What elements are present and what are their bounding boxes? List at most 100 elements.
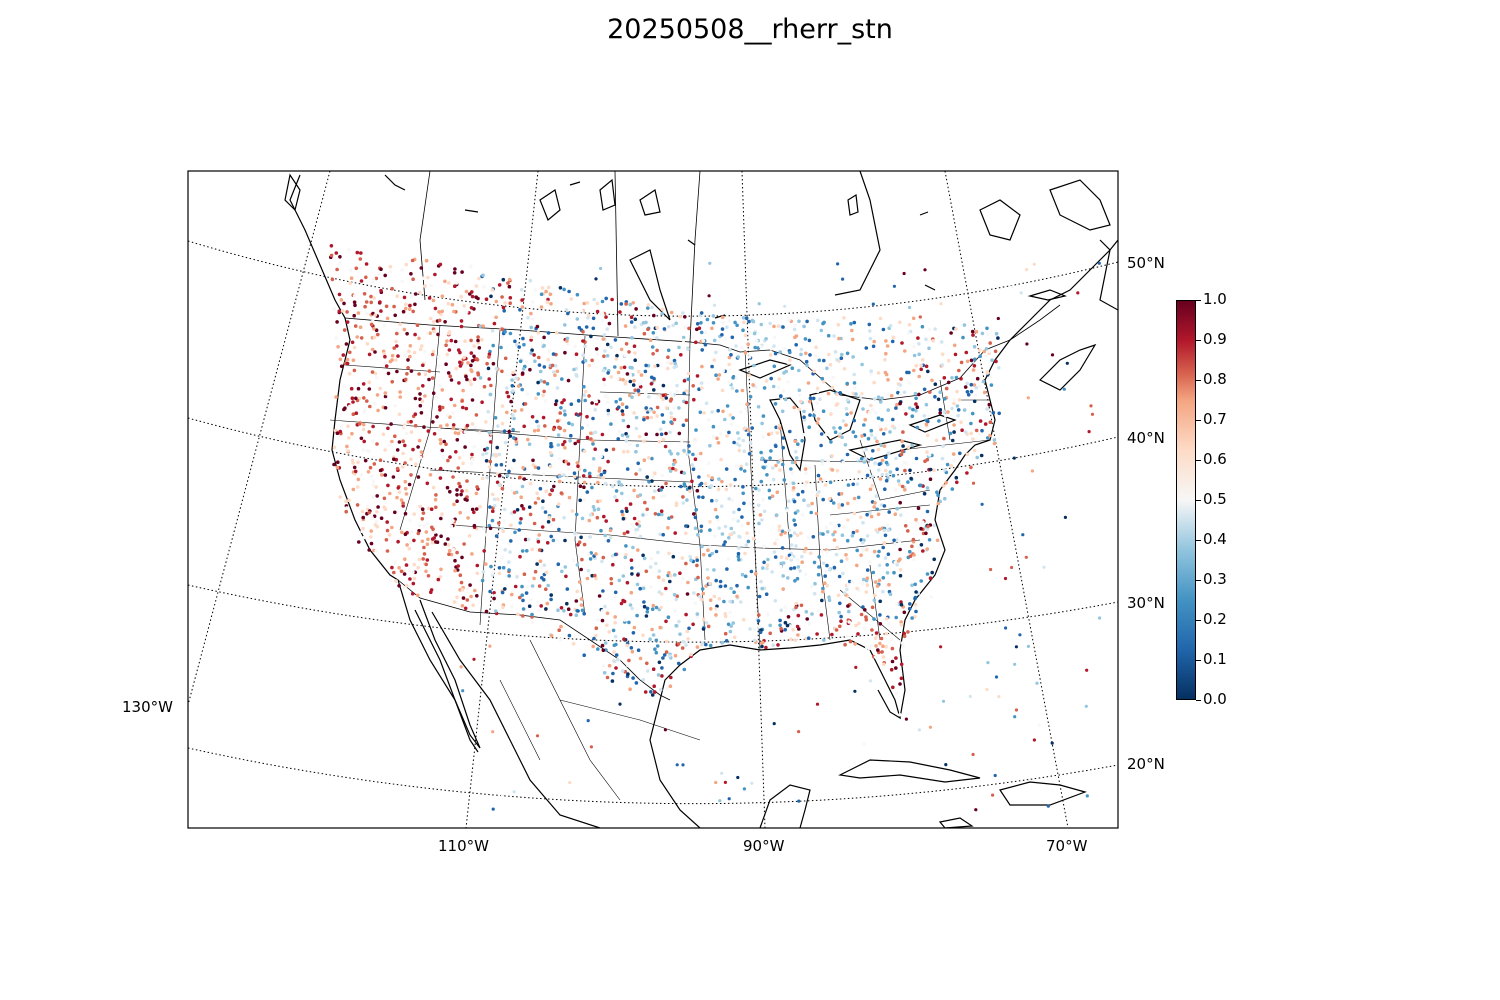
station-point <box>919 543 924 547</box>
station-point <box>924 531 928 536</box>
station-point <box>567 467 571 471</box>
station-point <box>606 371 610 375</box>
station-point <box>580 557 584 562</box>
station-point <box>446 332 451 336</box>
station-point <box>898 401 902 406</box>
station-point <box>494 534 499 538</box>
station-point <box>378 300 382 304</box>
station-point <box>488 505 492 509</box>
station-point <box>969 389 974 394</box>
station-point <box>750 781 754 785</box>
station-point <box>1089 404 1093 408</box>
station-point <box>829 412 833 416</box>
station-point <box>423 349 427 354</box>
station-point <box>330 277 335 282</box>
station-point <box>815 386 820 391</box>
station-point <box>420 507 425 512</box>
station-point <box>935 538 940 543</box>
station-point <box>930 570 934 575</box>
station-point <box>949 331 953 335</box>
station-point <box>635 443 640 448</box>
station-point <box>792 531 797 535</box>
station-point <box>450 566 454 570</box>
station-point <box>519 517 523 521</box>
station-point <box>943 413 948 418</box>
station-point <box>776 643 780 647</box>
station-point <box>738 535 742 539</box>
station-point <box>876 395 881 400</box>
station-point <box>745 402 749 407</box>
station-point <box>871 344 876 349</box>
lat-label-30: 30°N <box>1127 594 1165 612</box>
station-point <box>657 569 662 573</box>
station-point <box>668 430 672 435</box>
station-point <box>861 605 865 609</box>
station-point <box>506 394 511 399</box>
station-point <box>563 323 567 327</box>
station-point <box>484 609 489 614</box>
station-point <box>512 491 517 495</box>
station-point <box>359 279 364 283</box>
station-point <box>871 449 875 453</box>
station-point <box>358 325 363 330</box>
station-point <box>522 424 526 429</box>
station-point <box>717 477 721 481</box>
station-point <box>1087 430 1091 434</box>
station-point <box>575 292 580 297</box>
station-point <box>886 451 891 456</box>
station-point <box>649 415 654 420</box>
station-point <box>418 455 423 460</box>
station-point <box>460 588 465 592</box>
station-point <box>627 658 631 663</box>
station-point <box>342 384 346 388</box>
station-point <box>659 432 664 437</box>
station-point <box>742 320 746 325</box>
station-point <box>471 603 476 607</box>
station-point <box>586 568 591 573</box>
colorbar-tick-label: 0.0 <box>1203 690 1227 708</box>
station-point <box>487 430 492 435</box>
station-point <box>407 349 411 354</box>
station-point <box>686 580 690 585</box>
station-point <box>499 462 504 467</box>
station-point <box>520 484 525 489</box>
station-point <box>516 612 520 616</box>
station-point <box>621 669 625 673</box>
station-point <box>356 477 361 482</box>
station-point <box>1050 741 1054 745</box>
station-point <box>723 337 727 341</box>
station-point <box>673 361 677 366</box>
station-point <box>985 436 990 440</box>
station-point <box>362 396 366 400</box>
station-point <box>560 377 564 381</box>
station-point <box>345 444 349 449</box>
station-point <box>823 574 827 578</box>
station-point <box>486 366 491 371</box>
station-point <box>594 277 598 281</box>
station-point <box>707 294 711 298</box>
station-point <box>530 547 534 552</box>
station-point <box>785 623 790 628</box>
station-point <box>421 363 425 368</box>
station-point <box>505 386 509 390</box>
station-point <box>349 276 354 281</box>
station-point <box>488 392 493 397</box>
station-point <box>601 476 605 480</box>
station-point <box>914 408 918 413</box>
station-point <box>507 429 512 434</box>
station-point <box>446 543 451 547</box>
station-point <box>925 572 930 576</box>
station-point <box>646 306 650 310</box>
station-point <box>898 500 902 505</box>
station-point <box>716 607 720 612</box>
station-point <box>614 489 619 493</box>
station-point <box>345 357 350 362</box>
station-point <box>766 612 770 617</box>
station-point <box>852 381 857 385</box>
station-point <box>985 326 989 331</box>
station-point <box>830 454 834 458</box>
station-point <box>807 425 811 430</box>
station-point <box>649 382 654 386</box>
station-point <box>695 327 699 332</box>
station-point <box>602 382 607 387</box>
